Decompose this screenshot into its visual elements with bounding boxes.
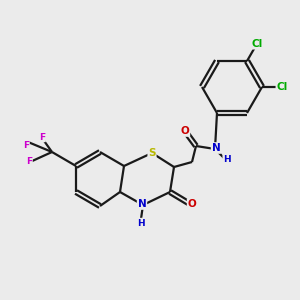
Text: Cl: Cl bbox=[276, 82, 288, 92]
Text: F: F bbox=[26, 158, 32, 166]
Text: Cl: Cl bbox=[251, 39, 262, 49]
Text: S: S bbox=[148, 148, 156, 158]
Text: N: N bbox=[138, 199, 146, 209]
Text: H: H bbox=[223, 154, 231, 164]
Text: O: O bbox=[188, 199, 196, 209]
Text: F: F bbox=[23, 140, 29, 149]
Text: N: N bbox=[212, 143, 220, 153]
Text: H: H bbox=[137, 218, 145, 227]
Text: F: F bbox=[39, 133, 45, 142]
Text: O: O bbox=[181, 126, 189, 136]
